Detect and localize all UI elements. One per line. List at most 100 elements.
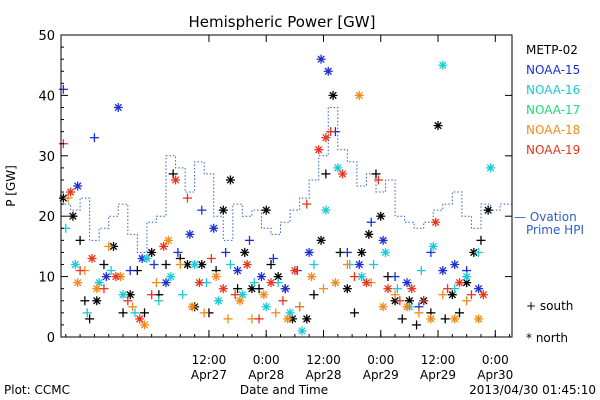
data-point-north [483,205,493,215]
data-point-south [75,235,85,245]
data-point-south [225,260,235,270]
y-tick-label: 20 [38,210,55,225]
data-point-north [321,205,331,215]
data-point-north [381,247,391,257]
data-point-south [278,296,288,306]
data-point-north [402,302,412,312]
legend-entry: NOAA-16 [526,83,580,97]
x-tick-date-label: Apr28 [305,368,341,382]
data-point-south [254,314,264,324]
data-point-north [428,241,438,251]
data-point-north [118,290,128,300]
data-point-north [474,314,484,324]
x-tick-date-label: Apr28 [248,368,284,382]
data-point-south [130,308,140,318]
data-point-north [283,314,293,324]
data-point-north [450,314,460,324]
data-point-north [304,247,314,257]
data-point-north [455,278,465,288]
data-point-north [280,284,290,294]
data-point-south [462,296,472,306]
x-tick-time-label: 0:00 [253,353,280,367]
data-point-south [99,284,109,294]
data-point-south [416,266,426,276]
data-point-north [218,205,228,215]
ovation-legend-label-2: Prime HPI [526,223,584,237]
data-point-north [218,284,228,294]
data-point-north [364,229,374,239]
x-tick-date-label: Apr29 [420,368,456,382]
data-point-south [125,266,135,276]
data-point-north [486,163,496,173]
ovation-hpi-line [61,106,513,253]
data-point-south [249,278,259,288]
data-point-south [245,235,255,245]
data-point-south [443,284,453,294]
data-point-north [431,217,441,227]
data-point-north [433,121,443,131]
data-point-north [342,284,352,294]
data-point-north [314,145,324,155]
data-point-north [438,60,448,70]
data-point-north [330,278,340,288]
data-point-north [142,253,152,263]
data-point-north [361,278,371,288]
data-point-south [466,290,476,300]
data-point-north [73,181,83,191]
data-point-north [290,266,300,276]
data-point-north [211,272,221,282]
data-point-north [378,235,388,245]
data-point-north [333,163,343,173]
data-point-north [187,302,197,312]
data-point-south [440,314,450,324]
data-point-south [366,217,376,227]
data-point-south [75,266,85,276]
data-point-north [302,314,312,324]
data-point-north [321,133,331,143]
data-point-south [474,247,484,257]
data-point-south [392,284,402,294]
data-point-north [190,260,200,270]
data-point-north [338,169,348,179]
x-axis-label: Date and Time [240,383,328,397]
data-point-south [419,296,429,306]
data-point-north [407,284,417,294]
y-tick-label: 30 [38,150,55,165]
data-point-north [240,247,250,257]
data-point-south [254,284,264,294]
data-point-south [395,296,405,306]
data-point-north [163,235,173,245]
x-tick-date-label: Apr27 [191,368,227,382]
x-tick-date-label: Apr30 [477,368,513,382]
data-point-south [178,290,188,300]
data-point-south [85,314,95,324]
data-point-south [104,241,114,251]
data-point-south [476,235,486,245]
legend: METP-02 NOAA-15 NOAA-16 NOAA-17 NOAA-18 NOAA-… [526,43,580,157]
data-point-south [106,266,116,276]
data-point-north [469,247,479,257]
data-point-south [309,260,319,270]
data-point-south [318,284,328,294]
data-points [58,54,496,336]
data-point-north [185,229,195,239]
data-point-south [350,272,360,282]
data-point-north [478,290,488,300]
data-point-north [316,235,326,245]
data-point-north [426,314,436,324]
data-point-south [182,193,192,203]
data-point-south [342,247,352,257]
data-point-north [261,302,271,312]
data-point-north [354,260,364,270]
data-point-south [350,308,360,318]
data-point-north [242,260,252,270]
data-point-south [82,308,92,318]
x-tick-date-label: Apr29 [363,368,399,382]
data-point-south [58,84,68,94]
data-point-south [221,247,231,257]
south-symbol-legend: + south [526,299,573,313]
data-point-south [373,175,383,185]
y-tick-label: 40 [38,89,55,104]
ovation-step-path [61,106,513,253]
data-point-south [197,205,207,215]
